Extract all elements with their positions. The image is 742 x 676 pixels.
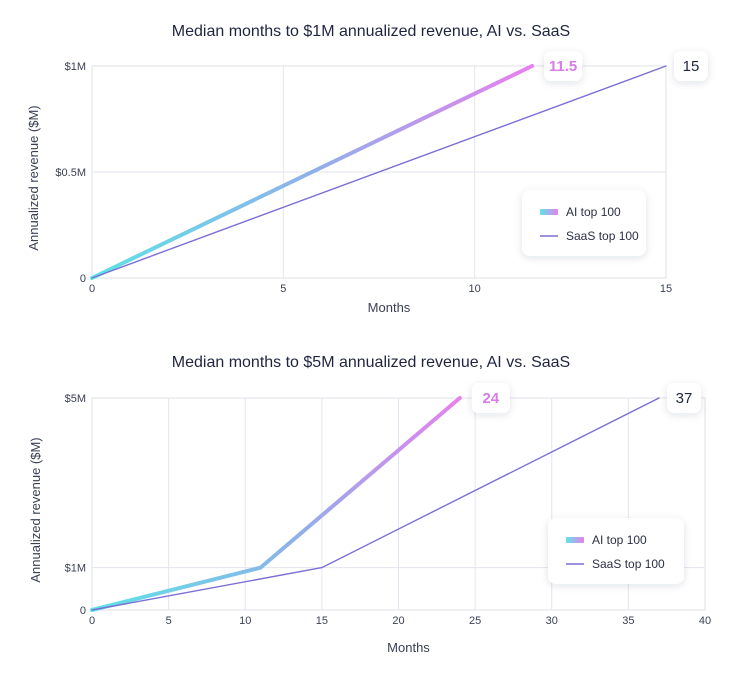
x-tick-label: 0 <box>89 615 95 627</box>
x-axis-label: Months <box>368 300 411 315</box>
legend-label: SaaS top 100 <box>566 229 639 243</box>
saas-series-line <box>91 65 667 279</box>
y-tick-label: 0 <box>80 605 86 617</box>
end-value-label: 37 <box>676 390 693 407</box>
chart-title: Median months to $1M annualized revenue,… <box>172 23 570 40</box>
end-value-label: 24 <box>482 390 499 407</box>
legend: AI top 100 SaaS top 100 <box>522 190 646 256</box>
legend-label: AI top 100 <box>592 533 647 547</box>
end-label-box <box>544 51 583 81</box>
x-tick-label: 15 <box>660 283 672 295</box>
ai-series-line <box>90 64 535 280</box>
y-tick-label: $1M <box>65 563 86 575</box>
y-tick-label: $0.5M <box>55 167 86 179</box>
x-tick-label: 15 <box>316 615 328 627</box>
y-tick-label: $5M <box>65 393 86 405</box>
end-label-box <box>471 383 510 413</box>
saas-series-line <box>91 397 660 611</box>
legend-box <box>548 518 684 584</box>
end-value-label: 11.5 <box>549 58 577 75</box>
chart-title: Median months to $5M annualized revenue,… <box>172 354 570 371</box>
legend-swatch-ai <box>540 209 558 215</box>
y-tick-label: $1M <box>65 61 86 73</box>
chart-2: Median months to $5M annualized revenue,… <box>28 354 711 655</box>
x-tick-label: 35 <box>622 615 634 627</box>
y-tick-label: 0 <box>80 273 86 285</box>
legend-label: SaaS top 100 <box>592 557 665 571</box>
x-tick-label: 40 <box>699 615 711 627</box>
x-tick-label: 0 <box>89 283 95 295</box>
legend-swatch-ai <box>566 537 584 543</box>
x-tick-label: 25 <box>469 615 481 627</box>
x-tick-label: 30 <box>546 615 558 627</box>
y-axis-label: Annualized revenue ($M) <box>26 105 41 250</box>
legend-label: AI top 100 <box>566 205 621 219</box>
legend: AI top 100 SaaS top 100 <box>548 518 684 584</box>
end-label-box <box>667 383 702 413</box>
x-tick-label: 10 <box>239 615 251 627</box>
y-axis-label: Annualized revenue ($M) <box>28 437 43 582</box>
x-tick-label: 20 <box>392 615 404 627</box>
x-axis-label: Months <box>387 640 430 655</box>
x-tick-label: 10 <box>469 283 481 295</box>
chart-1: Median months to $1M annualized revenue,… <box>26 23 708 315</box>
ai-series-line <box>90 396 462 612</box>
end-label-box <box>674 51 708 81</box>
end-value-label: 15 <box>683 58 700 75</box>
x-tick-label: 5 <box>166 615 172 627</box>
legend-box <box>522 190 646 256</box>
x-tick-label: 5 <box>280 283 286 295</box>
